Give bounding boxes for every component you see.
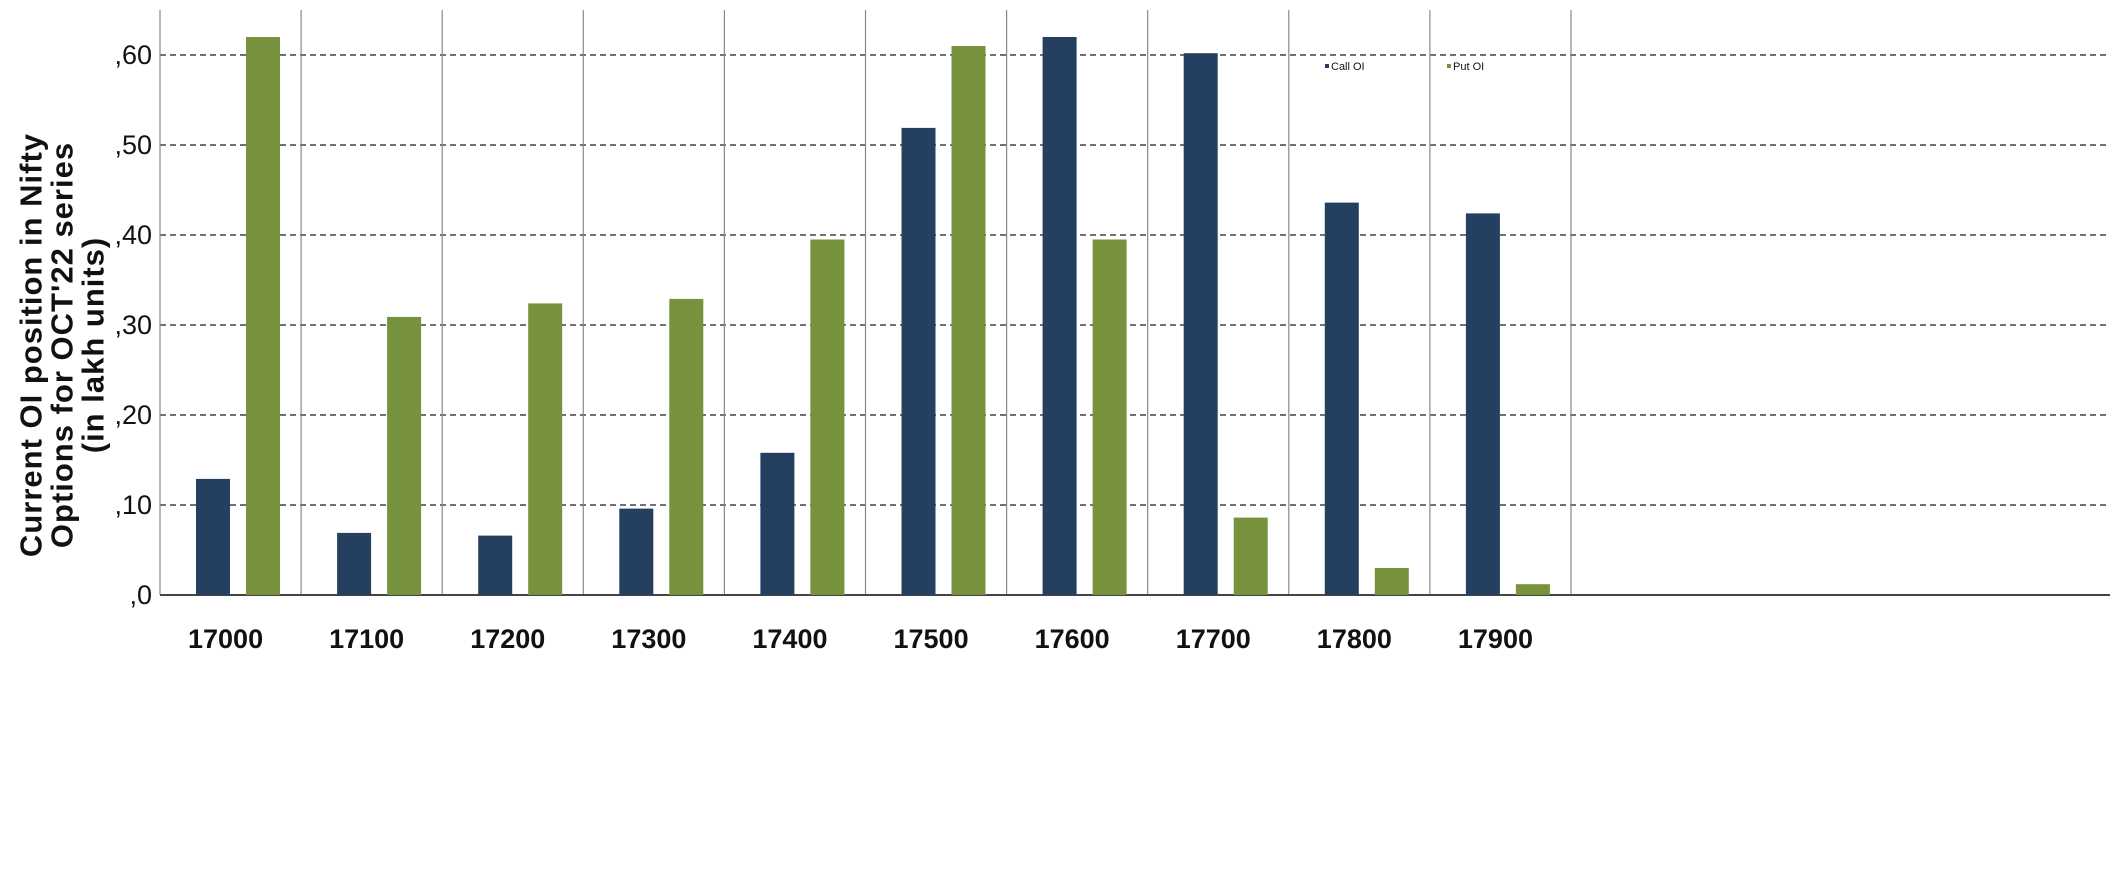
bar-put-oi — [1374, 568, 1409, 595]
bar-call-oi — [619, 508, 654, 595]
bar-call-oi — [337, 532, 372, 595]
x-tick-label: 17100 — [329, 624, 404, 654]
bar-call-oi — [1042, 37, 1077, 595]
bar-put-oi — [1092, 239, 1127, 595]
bar-call-oi — [196, 478, 230, 595]
bar-put-oi — [528, 303, 563, 595]
y-tick-label: ,0 — [129, 580, 152, 610]
bar-put-oi — [387, 316, 422, 595]
legend-label: Put OI — [1453, 61, 1484, 73]
bar-call-oi — [1465, 213, 1500, 595]
x-tick-label: 17600 — [1035, 624, 1110, 654]
y-tick-label: ,40 — [114, 220, 152, 250]
y-tick-label: ,60 — [114, 40, 152, 70]
x-tick-label: 17300 — [611, 624, 686, 654]
legend-swatch — [1447, 64, 1451, 68]
x-tick-label: 17400 — [752, 624, 827, 654]
bar-put-oi — [951, 46, 986, 595]
x-tick-label: 17700 — [1176, 624, 1251, 654]
bar-put-oi — [669, 298, 704, 595]
x-tick-label: 17500 — [894, 624, 969, 654]
bar-call-oi — [760, 452, 795, 595]
legend-swatch — [1325, 64, 1329, 68]
bar-put-oi — [246, 37, 280, 595]
x-tick-label: 17900 — [1458, 624, 1533, 654]
y-tick-label: ,50 — [114, 130, 152, 160]
bar-put-oi — [1233, 517, 1268, 595]
x-tick-label: 17800 — [1317, 624, 1392, 654]
y-tick-label: ,30 — [114, 310, 152, 340]
x-tick-label: 17200 — [470, 624, 545, 654]
bar-call-oi — [1324, 202, 1359, 595]
x-tick-label: 17000 — [188, 624, 263, 654]
bar-call-oi — [1183, 53, 1218, 595]
bar-put-oi — [810, 239, 845, 595]
legend-label: Call OI — [1331, 61, 1365, 73]
bar-put-oi — [1515, 584, 1550, 595]
bar-call-oi — [478, 535, 513, 595]
bar-call-oi — [901, 127, 936, 596]
y-tick-label: ,20 — [114, 400, 152, 430]
y-tick-label: ,10 — [114, 490, 152, 520]
